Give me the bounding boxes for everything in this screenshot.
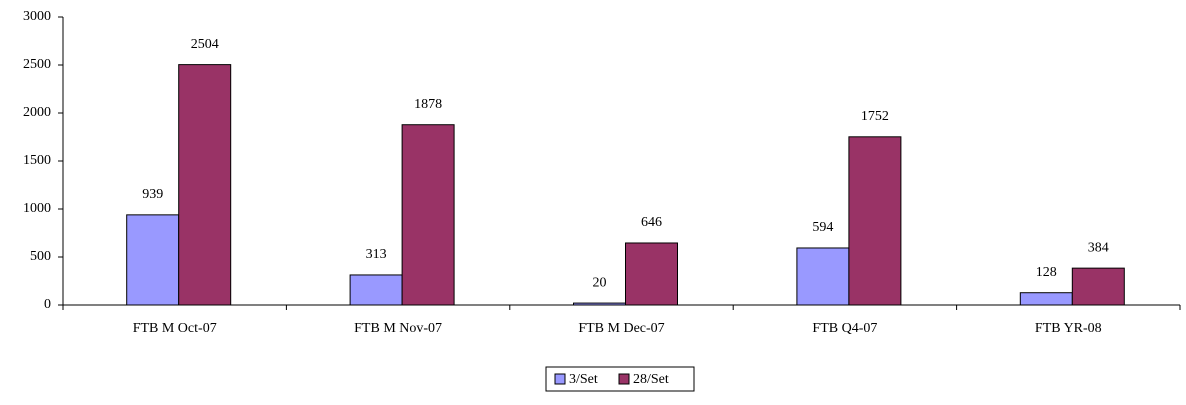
y-tick-label: 0 [44,297,51,312]
bar [848,136,902,306]
bar [1019,292,1073,306]
bar [796,247,850,306]
legend-swatch [618,373,630,385]
y-tick-label: 500 [30,249,51,264]
data-label: 2504 [191,37,219,52]
data-label: 20 [593,275,607,290]
bar [126,214,180,306]
y-tick-label: 1000 [23,201,51,216]
data-label: 1752 [861,109,889,124]
legend: 3/Set 28/Set [545,366,695,392]
y-tick-label: 3000 [23,9,51,24]
y-tick-label: 1500 [23,153,51,168]
bar [625,242,678,306]
x-tick-label: FTB Q4-07 [812,321,877,336]
legend-label: 28/Set [633,372,669,387]
data-label: 1878 [414,97,442,112]
data-label: 384 [1088,240,1109,255]
y-tick-label: 2000 [23,105,51,120]
y-tick-label: 2500 [23,57,51,72]
bar [1071,267,1125,306]
bar [178,64,232,306]
legend-swatch [554,373,566,385]
legend-label: 3/Set [569,372,598,387]
data-label: 939 [142,187,163,202]
bar [573,302,626,306]
data-label: 128 [1036,265,1057,280]
data-label: 313 [366,247,387,262]
data-label: 646 [641,215,662,230]
bar [401,124,455,306]
x-tick-label: FTB M Nov-07 [354,321,442,336]
x-tick-label: FTB M Oct-07 [133,321,217,336]
x-tick-label: FTB M Dec-07 [578,321,664,336]
bar [349,274,403,306]
x-tick-label: FTB YR-08 [1035,321,1102,336]
data-label: 594 [812,220,833,235]
